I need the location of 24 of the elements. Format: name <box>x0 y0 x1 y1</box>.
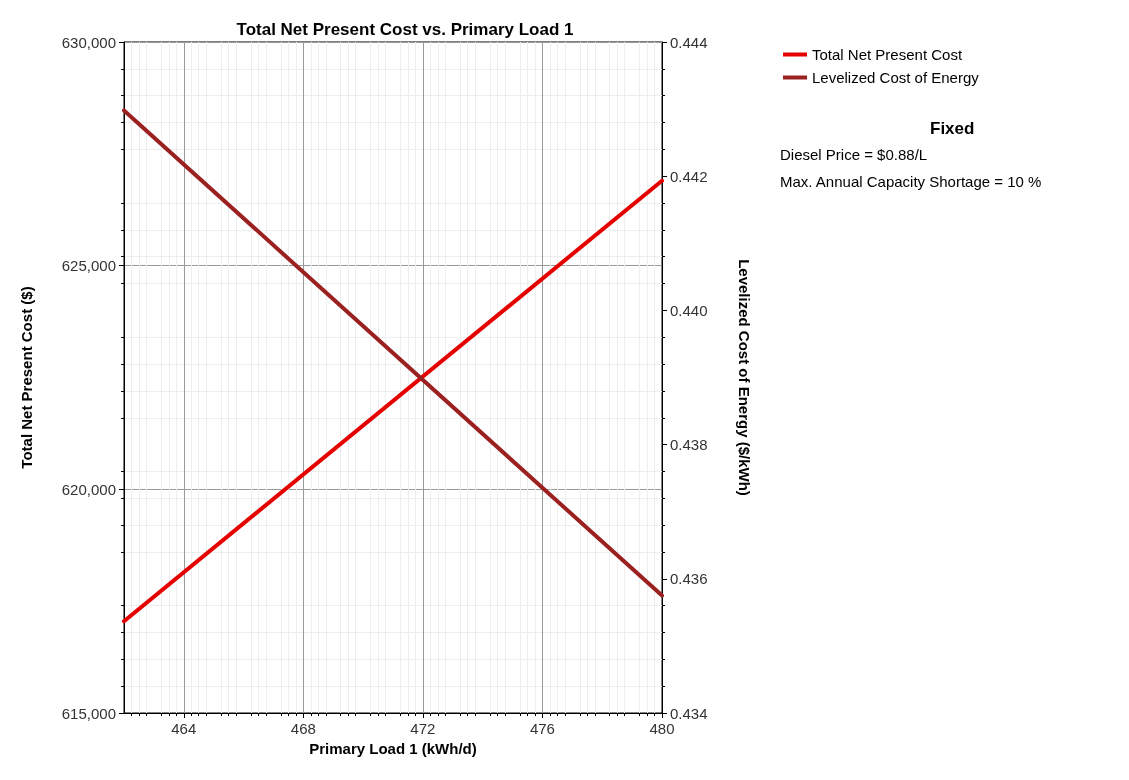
text: Max. Annual Capacity Shortage = 10 % <box>780 173 1042 190</box>
y2-tick-label: 0.434 <box>670 704 708 722</box>
x-tick-label: 472 <box>410 720 436 737</box>
x-tick-label: 468 <box>290 720 316 737</box>
y-tick-label: 625,000 <box>61 257 116 275</box>
y-tick-label: 620,000 <box>61 480 116 498</box>
x-tick-label: 476 <box>529 720 555 737</box>
y2-tick-label: 0.438 <box>670 436 708 454</box>
x-tick-label: 464 <box>171 720 197 737</box>
y2-axis-title: Levelized Cost of Energy ($/kWh) <box>736 259 753 496</box>
y2-tick-label: 0.444 <box>670 33 708 51</box>
x-axis-title: Primary Load 1 (kWh/d) <box>309 740 477 757</box>
y2-tick-label: 0.442 <box>670 167 708 185</box>
y2-tick-label: 0.440 <box>670 301 708 319</box>
y2-tick-label: 0.436 <box>670 570 708 588</box>
legend-label: Total Net Present Cost <box>812 46 963 63</box>
x-tick-label: 480 <box>649 720 675 737</box>
y-axis-title: Total Net Present Cost ($) <box>18 286 35 469</box>
legend-label: Levelized Cost of Energy <box>812 69 980 86</box>
y-tick-label: 615,000 <box>61 704 116 722</box>
y-tick-label: 630,000 <box>61 33 116 51</box>
chart-title: Total Net Present Cost vs. Primary Load 1 <box>236 20 574 39</box>
text: Diesel Price = $0.88/L <box>780 146 928 163</box>
text: Fixed <box>930 119 975 138</box>
